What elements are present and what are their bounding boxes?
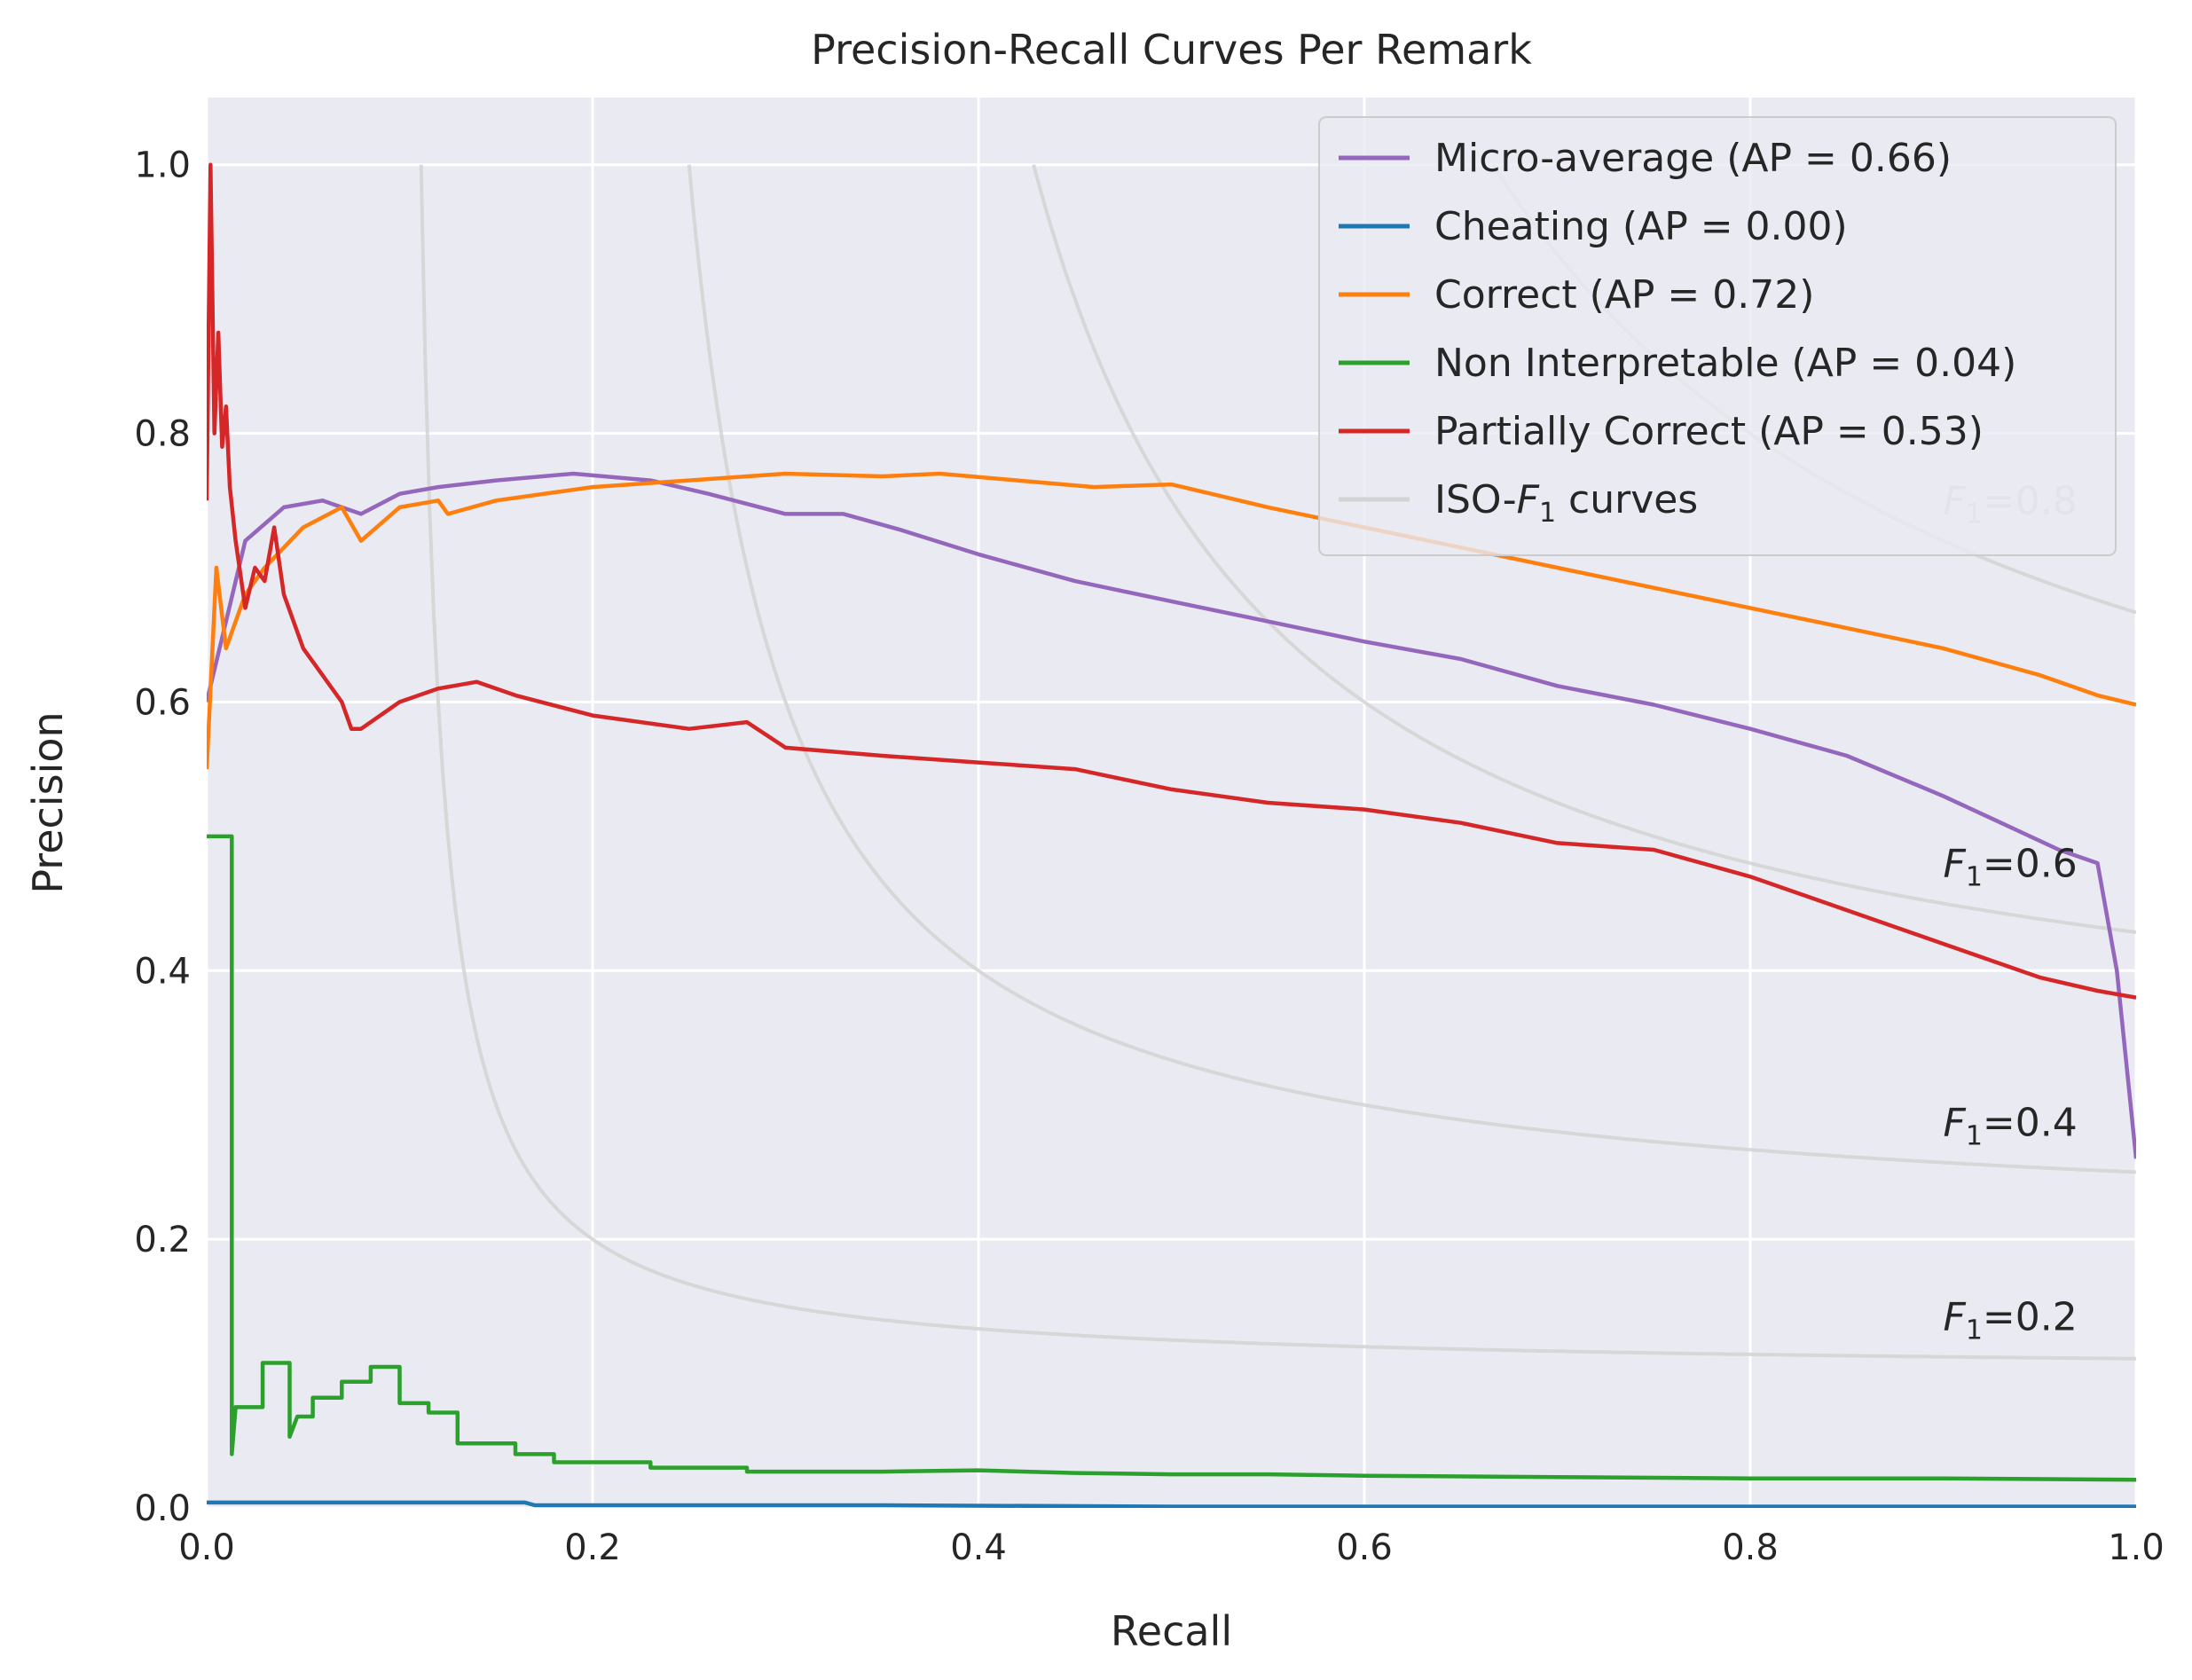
y-tick-label: 0.0 xyxy=(134,1488,191,1529)
legend-label: Correct (AP = 0.72) xyxy=(1434,272,1814,318)
x-axis-label: Recall xyxy=(1111,1607,1232,1655)
y-axis-label: Precision xyxy=(24,711,72,893)
x-axis-ticks: 0.0 0.2 0.4 0.6 0.8 1.0 xyxy=(178,1527,2165,1568)
y-axis-ticks: 0.0 0.2 0.4 0.6 0.8 1.0 xyxy=(134,145,191,1529)
series-line-non-interpretable xyxy=(207,834,2136,1482)
iso-f1-curve xyxy=(1032,164,2136,934)
series-line-partially-correct xyxy=(207,162,2136,1000)
x-tick-label: 0.8 xyxy=(1722,1527,1779,1568)
chart-title: Precision-Recall Curves Per Remark xyxy=(811,26,1532,74)
x-tick-label: 0.2 xyxy=(564,1527,621,1568)
legend-box xyxy=(1318,116,2117,556)
iso-f1-curve xyxy=(419,164,2136,1361)
iso-f1-curve xyxy=(687,164,2136,1174)
legend-label: ISO-F1 curves xyxy=(1434,477,1698,529)
legend-label: Cheating (AP = 0.00) xyxy=(1434,204,1848,249)
y-tick-label: 1.0 xyxy=(134,145,191,186)
legend-label: Non Interpretable (AP = 0.04) xyxy=(1434,341,2016,386)
iso-f1-label: F1=0.6 xyxy=(1944,841,2078,892)
iso-f1-label: F1=0.2 xyxy=(1944,1294,2078,1346)
series-line-cheating xyxy=(207,1500,2136,1508)
legend: Micro-average (AP = 0.66) Cheating (AP = … xyxy=(1318,116,2117,556)
series-line-correct xyxy=(207,471,2136,770)
legend-label: Micro-average (AP = 0.66) xyxy=(1434,136,1952,181)
legend-label: Partially Correct (AP = 0.53) xyxy=(1434,409,1984,454)
iso-f1-label: F1=0.4 xyxy=(1944,1100,2078,1151)
series-line-micro-average xyxy=(207,471,2136,1159)
y-tick-label: 0.6 xyxy=(134,682,191,723)
x-tick-label: 1.0 xyxy=(2108,1527,2165,1568)
y-tick-label: 0.8 xyxy=(134,414,191,455)
y-tick-label: 0.4 xyxy=(134,951,191,992)
y-tick-label: 0.2 xyxy=(134,1220,191,1260)
series-lines xyxy=(207,162,2136,1508)
x-tick-label: 0.4 xyxy=(950,1527,1007,1568)
x-tick-label: 0.6 xyxy=(1336,1527,1393,1568)
x-tick-label: 0.0 xyxy=(178,1527,235,1568)
